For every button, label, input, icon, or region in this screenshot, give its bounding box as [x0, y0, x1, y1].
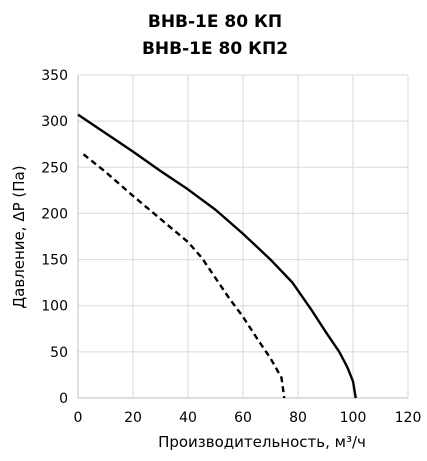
y-tick-label: 200	[41, 206, 68, 222]
x-axis-ticks: 0 20 40 60 80 100 120	[74, 410, 422, 426]
x-tick-label: 40	[179, 410, 197, 426]
x-tick-label: 100	[340, 410, 367, 426]
chart-series	[77, 113, 357, 399]
y-tick-label: 100	[41, 299, 68, 315]
chart-grid	[78, 74, 409, 398]
y-tick-label: 250	[41, 160, 68, 176]
series-line-2-dashed	[82, 153, 286, 399]
x-tick-label: 0	[74, 410, 83, 426]
chart-title-line-2: ВНВ-1Е 80 КП2	[142, 39, 288, 59]
y-axis-label: Давление, ΔР (Па)	[10, 165, 28, 308]
chart-title: ВНВ-1Е 80 КП ВНВ-1Е 80 КП2	[142, 12, 288, 59]
x-axis-label: Производительность, м³/ч	[158, 433, 366, 451]
x-tick-label: 80	[289, 410, 307, 426]
chart-axes	[77, 75, 408, 399]
y-tick-label: 0	[59, 391, 68, 407]
y-axis-ticks: 0 50 100 150 200 250 300 350	[41, 68, 68, 407]
x-tick-label: 20	[124, 410, 142, 426]
y-tick-label: 300	[41, 114, 68, 130]
y-tick-label: 150	[41, 253, 68, 269]
y-tick-label: 350	[41, 68, 68, 84]
x-tick-label: 60	[234, 410, 252, 426]
x-tick-label: 120	[395, 410, 422, 426]
chart-title-line-1: ВНВ-1Е 80 КП	[148, 12, 282, 32]
series-line-1-solid	[77, 113, 357, 399]
y-tick-label: 50	[50, 345, 68, 361]
